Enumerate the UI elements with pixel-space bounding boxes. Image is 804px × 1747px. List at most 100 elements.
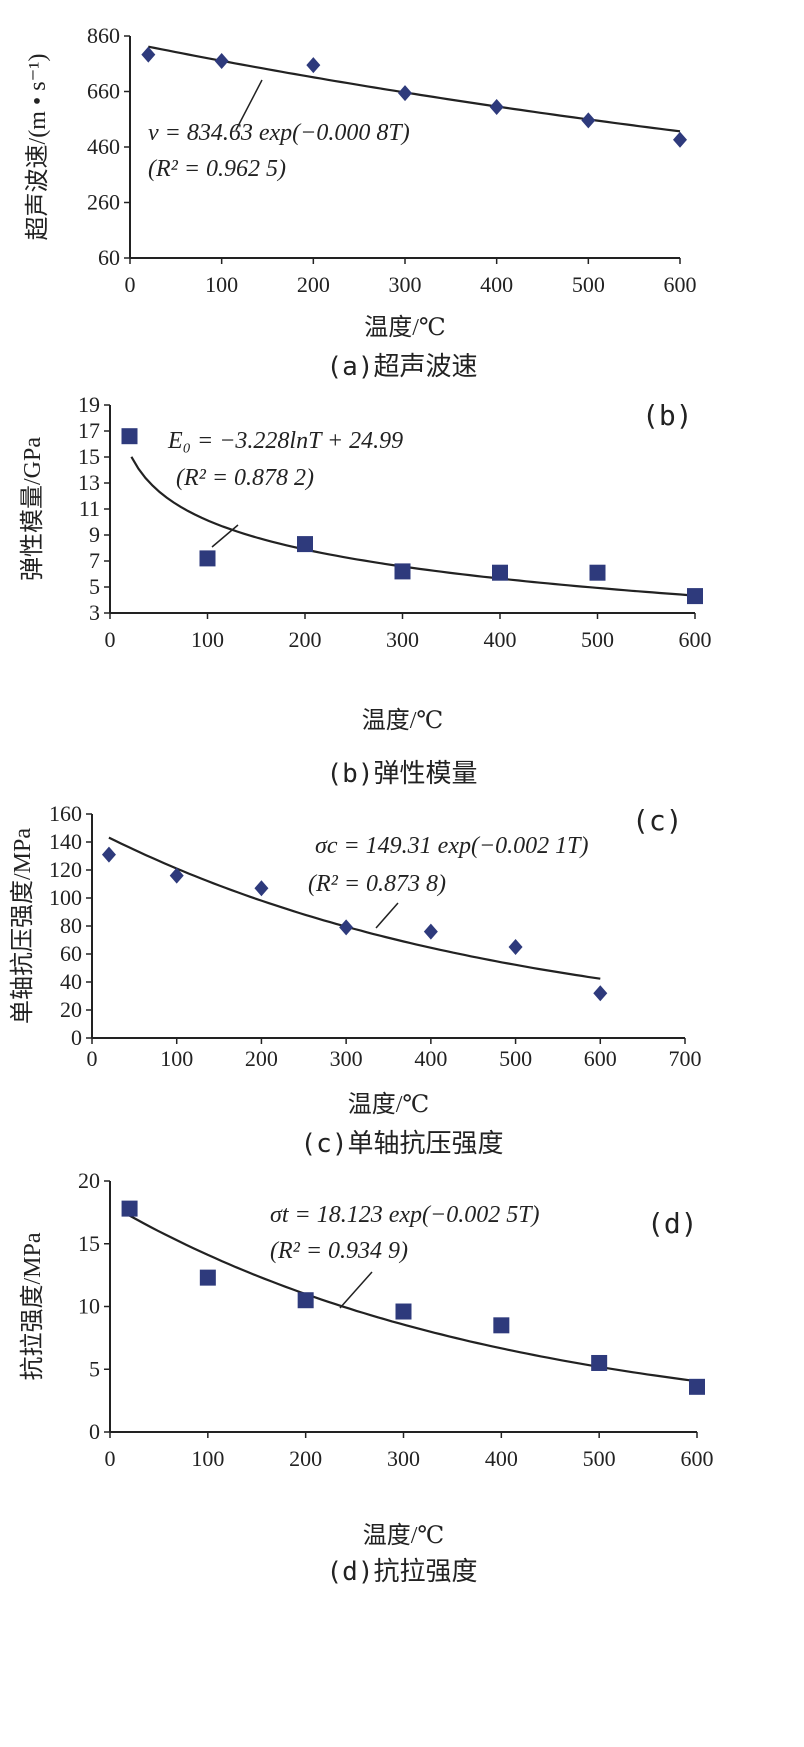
x-tick-label: 200 [289,627,322,652]
data-point [121,428,138,445]
x-tick-label: 100 [160,1046,193,1071]
y-tick-label: 860 [87,23,120,48]
data-point [169,867,184,884]
y-tick-label: 60 [98,245,120,270]
y-tick-label: 0 [71,1025,82,1050]
data-point [339,919,354,936]
x-tick-label: 600 [584,1046,617,1071]
data-point [297,1292,314,1309]
data-point [254,880,269,897]
x-tick-label: 200 [289,1446,322,1471]
x-axis-label: 温度/℃ [364,314,446,341]
equation-leader-line [211,524,239,548]
x-tick-label: 100 [191,1446,224,1471]
panel-caption: (a)超声波速 [327,352,478,382]
x-tick-label: 300 [389,272,422,297]
x-tick-label: 0 [87,1046,98,1071]
y-tick-label: 140 [49,829,82,854]
y-tick-label: 260 [87,190,120,215]
y-tick-label: 15 [78,1231,100,1256]
x-tick-label: 200 [245,1046,278,1071]
y-axis-label: 抗拉强度/MPa [19,1232,46,1380]
fit-equation: v = 834.63 exp(−0.000 8T) [148,120,410,146]
fit-equation: σt = 18.123 exp(−0.002 5T) [270,1202,540,1228]
data-point [121,1200,138,1217]
y-tick-label: 5 [89,574,100,599]
x-axis-label: 温度/℃ [363,1522,445,1549]
fit-equation: E₀ = −3.228lnT + 24.99 [167,428,403,454]
data-point [508,939,523,955]
fit-curve [108,836,601,980]
x-tick-label: 400 [485,1446,518,1471]
data-point [591,1354,608,1371]
data-point [687,588,703,605]
x-axis-label: 温度/℃ [348,1091,430,1118]
x-tick-label: 400 [480,272,513,297]
x-tick-label: 400 [484,627,517,652]
data-point [214,52,229,69]
data-point [489,99,504,116]
equation-leader-line [235,79,263,131]
chart-panel-1: 0 100 200 300 400 500 600 60 260 460 660 860 温度/℃ 超声波… [24,23,697,382]
data-point [297,536,313,553]
data-point [199,1269,216,1286]
fit-r-squared: (R² = 0.934 9) [270,1238,408,1264]
data-point [581,112,596,129]
x-tick-label: 300 [387,1446,420,1471]
y-tick-label: 13 [78,470,100,495]
y-tick-label: 100 [49,885,82,910]
data-point [593,985,608,1002]
data-point [492,564,508,581]
y-tick-label: 7 [89,548,100,573]
y-tick-label: 80 [60,913,82,938]
x-tick-label: 100 [191,627,224,652]
x-tick-label: 600 [679,627,712,652]
data-point [141,46,156,63]
y-axis-label: 单轴抗压强度/MPa [9,828,36,1024]
data-point [589,564,606,581]
x-tick-label: 0 [105,627,116,652]
y-tick-label: 160 [49,801,82,826]
y-axis-label: 弹性模量/GPa [19,437,46,581]
y-tick-label: 40 [60,969,82,994]
y-tick-label: 120 [49,857,82,882]
y-tick-label: 20 [78,1168,100,1193]
fit-equation: σc = 149.31 exp(−0.002 1T) [315,833,589,859]
y-tick-label: 11 [79,496,100,521]
data-point [423,923,438,940]
data-point [199,550,216,567]
panel-tag: (c) [632,804,683,837]
y-tick-label: 19 [78,392,100,417]
fit-curve [148,45,681,133]
y-tick-label: 20 [60,997,82,1022]
data-point [673,131,687,148]
y-tick-label: 660 [87,79,120,104]
panel-caption: (c)单轴抗压强度 [301,1129,504,1159]
data-point [101,846,116,863]
x-tick-label: 300 [330,1046,363,1071]
equation-leader-line [339,1271,373,1309]
x-tick-label: 0 [125,272,136,297]
y-tick-label: 3 [89,600,100,625]
equation-leader-line [375,902,399,929]
fit-curve [130,456,696,597]
x-axis-label: 温度/℃ [362,707,444,734]
chart-panel-4: 0 100 200 300 400 500 600 0 5 10 15 20 温度/℃ 抗拉强度/MPa (… [19,1168,714,1587]
x-tick-label: 200 [297,272,330,297]
fit-r-squared: (R² = 0.878 2) [176,465,314,491]
chart-panel-3: 0 100 200 300 400 500 600 700020406080100120140… [9,801,702,1159]
y-tick-label: 5 [89,1356,100,1381]
x-tick-label: 300 [386,627,419,652]
data-point [306,57,321,74]
y-tick-label: 60 [60,941,82,966]
panel-tag: (d) [647,1207,698,1240]
fit-r-squared: (R² = 0.962 5) [148,156,286,182]
fit-curve [129,1214,698,1383]
data-point [398,85,412,102]
x-tick-label: 400 [414,1046,447,1071]
data-point [689,1378,705,1395]
panel-tag: (b) [642,399,693,432]
y-tick-label: 0 [89,1419,100,1444]
x-tick-label: 100 [205,272,238,297]
